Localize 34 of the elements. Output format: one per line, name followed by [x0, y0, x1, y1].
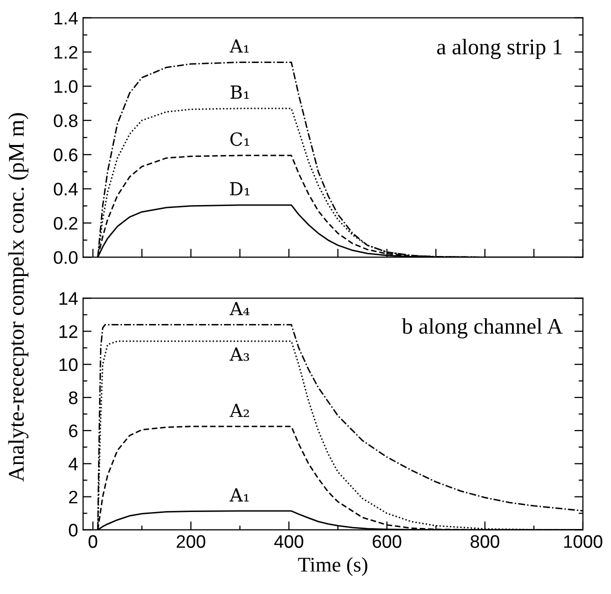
y-tick-label: 10 — [60, 358, 78, 372]
x-tick-label: 800 — [470, 535, 500, 548]
annotation: b along channel A — [402, 318, 563, 338]
series-label: D₁ — [230, 182, 250, 196]
y-tick-label: 0.2 — [54, 216, 78, 230]
series-label: A₁ — [230, 39, 249, 53]
y-tick-label: 1.4 — [54, 12, 78, 24]
y-tick-label: 0.8 — [54, 114, 78, 128]
y-axis-title: Analyte-rececptor compelx conc. (pM m) — [8, 113, 28, 482]
series-label: A₂ — [230, 404, 249, 417]
series-label: A₄ — [230, 302, 250, 316]
series-label: A₃ — [230, 348, 250, 361]
y-tick-label: 0.4 — [54, 182, 78, 196]
y-tick-label: 4 — [68, 458, 78, 470]
x-tick-label: 600 — [372, 535, 402, 548]
y-tick-label: 1.0 — [54, 80, 78, 93]
x-tick-label: 200 — [176, 535, 206, 548]
y-tick-label: 0.0 — [54, 251, 78, 264]
y-tick-label: 1.2 — [54, 46, 78, 59]
series-label: A₁ — [230, 488, 249, 502]
x-axis-title: Time (s) — [298, 557, 368, 576]
y-tick-label: 6 — [69, 424, 78, 438]
series-label: B₁ — [230, 86, 249, 99]
y-tick-label: 2 — [69, 490, 78, 504]
y-tick-label: 0.6 — [54, 148, 78, 162]
series-label: C₁ — [230, 132, 250, 146]
y-tick-label: 8 — [68, 391, 78, 404]
y-tick-label: 14 — [60, 292, 78, 305]
y-tick-label: 0 — [68, 524, 78, 537]
x-tick-label: 0 — [88, 535, 98, 548]
x-tick-label: 400 — [274, 535, 304, 548]
y-tick-label: 12 — [60, 325, 78, 338]
x-tick-label: 1000 — [564, 535, 602, 548]
annotation: a along strip 1 — [437, 38, 562, 60]
